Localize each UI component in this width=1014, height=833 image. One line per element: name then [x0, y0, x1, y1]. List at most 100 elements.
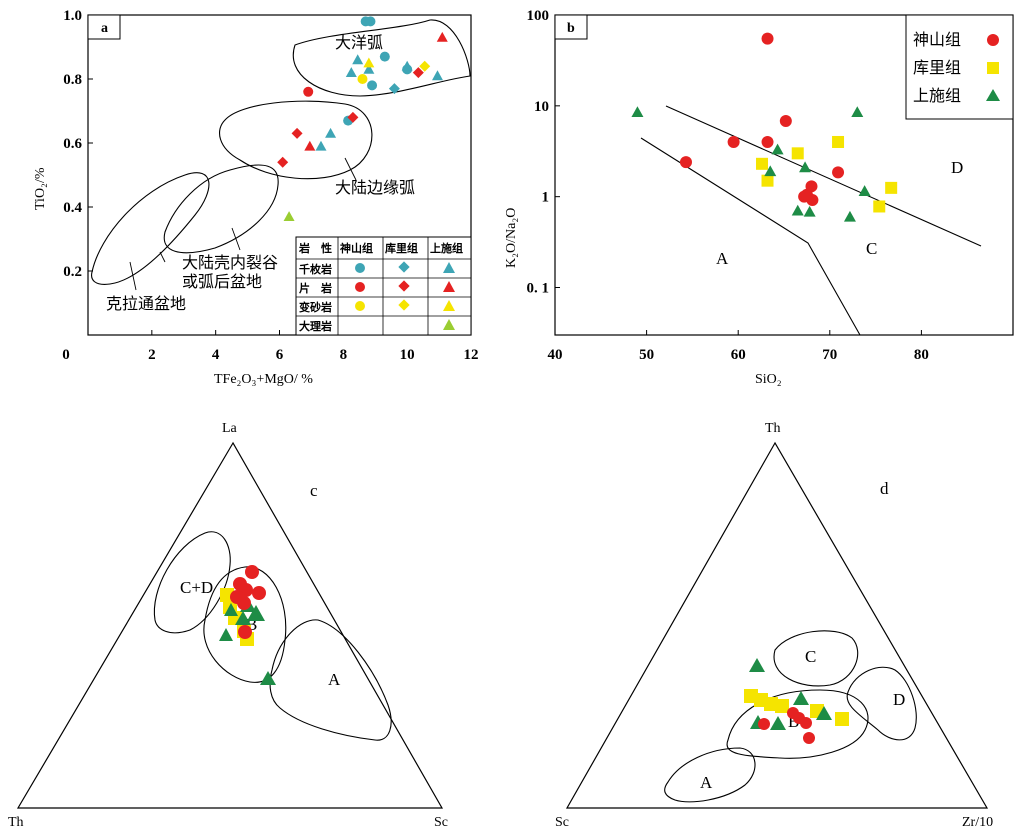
- ternary-c-top-vertex: La: [222, 421, 238, 436]
- b-ytick-label: 100: [527, 8, 550, 24]
- b-point-shenshan: [727, 135, 740, 148]
- panel-b-ticks: 40 50 60 70 80 100 10 1 0. 1: [527, 8, 929, 363]
- a-xtick-label: 2: [148, 347, 156, 363]
- b-point-kuli: [761, 174, 774, 187]
- a-point-phyllite-shangshi: [363, 63, 375, 74]
- legend-marker-schist-shangshi: [443, 281, 455, 292]
- a-point-schist-kuli: [291, 127, 303, 139]
- b-ytick-label: 0. 1: [527, 281, 550, 297]
- panel-c: La Th Sc c C+D B A: [8, 421, 448, 830]
- c-point-shenshan-1: [245, 565, 259, 579]
- d-point-kuli-4: [775, 699, 789, 713]
- d-point-shenshan-5: [803, 732, 815, 744]
- craton-basin-label: 克拉通盆地: [106, 294, 186, 313]
- c-point-shangshi-5: [219, 628, 233, 641]
- legend-marker-schist-shenshan: [355, 282, 365, 292]
- region-d-label-d: D: [893, 690, 905, 709]
- b-point-shangshi: [631, 106, 644, 118]
- panel-a-label: a: [101, 21, 108, 36]
- legend-marker-sandstone-shenshan: [355, 301, 365, 311]
- legend-header-kuli: 库里组: [385, 241, 418, 255]
- b-point-shangshi: [858, 185, 871, 196]
- d-point-shangshi-3: [770, 716, 786, 730]
- boundary-a-c: [640, 137, 861, 336]
- a-point-sandstone-shenshan: [357, 74, 368, 84]
- a-xtick-label: 6: [276, 347, 284, 363]
- b-point-shangshi: [764, 165, 777, 177]
- panel-d: Th Sc Zr/10 d C D B A: [555, 421, 993, 830]
- legend-shangshi-marker: [986, 89, 1000, 101]
- region-a-outline-c: [269, 619, 392, 741]
- legend-marker-phyllite-shenshan: [355, 263, 365, 273]
- a-ytick-label: 0.2: [63, 264, 82, 280]
- panel-b-legend: 神山组 库里组 上施组: [905, 14, 1014, 120]
- ternary-d-top-vertex: Th: [765, 421, 781, 436]
- a-xtick-label: 12: [464, 347, 479, 363]
- rift-basin-label-2: 或弧后盆地: [182, 272, 262, 291]
- ternary-d-left-vertex: Sc: [555, 815, 569, 830]
- ocean-arc-outline: [292, 19, 471, 97]
- d-point-shenshan-4: [758, 718, 770, 730]
- legend-row-phyllite: 千枚岩: [299, 262, 332, 276]
- b-point-kuli: [873, 200, 886, 213]
- legend-row-schist: 片 岩: [299, 281, 332, 295]
- legend-header-shenshan: 神山组: [340, 241, 373, 255]
- c-point-shangshi-1: [224, 603, 238, 616]
- boundary-c-d: [665, 105, 982, 247]
- a-point-phyllite-shenshan: [365, 16, 376, 27]
- panel-b-frame: [554, 14, 1014, 336]
- panel-a-points: [277, 16, 448, 221]
- a-point-schist-kuli: [412, 67, 424, 79]
- b-point-shangshi: [843, 210, 856, 222]
- b-ytick-label: 1: [542, 190, 550, 206]
- legend-shangshi: 上施组: [913, 86, 961, 105]
- panel-b-ylabel: K₂O/Na₂O: [504, 208, 519, 268]
- a-point-phyllite-shenshan: [367, 80, 378, 91]
- a-point-phyllite-shangshi: [345, 67, 357, 77]
- legend-shenshan: 神山组: [913, 30, 961, 49]
- region-cd-label-c: C+D: [180, 578, 213, 597]
- continental-margin-arc-label: 大陆边缘弧: [335, 178, 415, 197]
- b-xtick-label: 40: [548, 347, 563, 363]
- a-xtick-label: 4: [212, 347, 220, 363]
- legend-kuli-marker: [987, 62, 999, 74]
- b-point-shangshi: [851, 106, 864, 118]
- b-point-shenshan: [805, 180, 818, 193]
- a-point-marble-shangshi: [283, 211, 295, 221]
- b-xtick-label: 70: [822, 347, 837, 363]
- b-point-shangshi: [791, 204, 804, 216]
- b-xtick-label: 80: [914, 347, 929, 363]
- panel-c-label: c: [310, 481, 318, 500]
- rift-leader-1: [159, 251, 166, 263]
- ternary-c-right-vertex: Sc: [434, 815, 448, 830]
- panel-a-legend-table: 岩 性 神山组 库里组 上施组 千枚岩 片 岩 变砂岩 大理岩: [295, 236, 472, 336]
- region-c-outline-d: [773, 630, 859, 687]
- c-point-shangshi-4: [235, 611, 251, 625]
- a-point-sandstone-kuli: [419, 60, 431, 72]
- b-point-shenshan: [779, 115, 792, 128]
- legend-table-border: [295, 236, 472, 336]
- panel-d-label: d: [880, 479, 889, 498]
- c-point-shangshi-3: [247, 605, 265, 621]
- ternary-d-right-vertex: Zr/10: [962, 815, 993, 830]
- panel-c-points: [219, 565, 276, 685]
- panel-b-points: [631, 32, 898, 222]
- panel-a-xlabel: TFe₂O₃+MgO/ %: [214, 372, 313, 387]
- panel-b-xlabel: SiO₂: [755, 372, 782, 387]
- a-ytick-label: 0.6: [63, 136, 82, 152]
- region-b-label-c: B: [246, 615, 257, 634]
- ternary-c-triangle: [16, 441, 444, 809]
- b-point-shenshan: [832, 166, 845, 179]
- c-point-shenshan-7: [238, 625, 252, 639]
- a-ytick-label: 0.4: [63, 200, 82, 216]
- ocean-arc-label: 大洋弧: [335, 33, 383, 52]
- legend-marker-phyllite-kuli: [398, 261, 410, 273]
- d-point-shangshi-5: [816, 706, 832, 720]
- legend-marker-sandstone-shangshi: [443, 300, 455, 311]
- a-point-phyllite-shangshi: [431, 70, 443, 81]
- legend-shenshan-marker: [987, 34, 999, 46]
- a-point-schist-shangshi: [304, 140, 316, 151]
- c-point-shenshan-5: [252, 586, 266, 600]
- c-point-shenshan-6: [237, 596, 251, 610]
